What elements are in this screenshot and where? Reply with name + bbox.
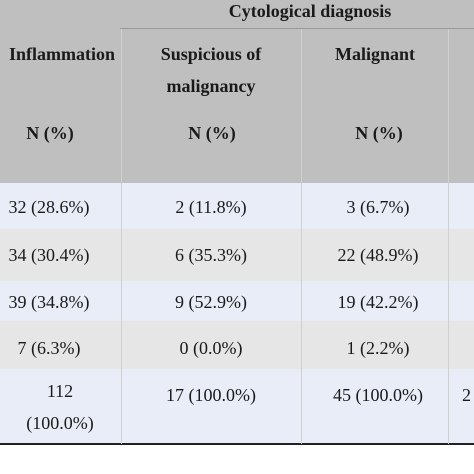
table-cell: 45 (100.0%) (333, 385, 423, 405)
table-header-background (0, 0, 474, 183)
column-heading-suspicious-line2: malignancy (166, 76, 256, 96)
table-cell: 2 (462, 385, 471, 405)
column-heading-inflammation: Inflammation (8, 44, 115, 64)
table-cell: 112 (46, 381, 74, 401)
column-heading-suspicious-line1: Suspicious of (160, 44, 262, 64)
group-header: Cytological diagnosis (228, 1, 392, 21)
table-cell: 3 (6.7%) (346, 197, 410, 217)
unit-label: N (%) (355, 123, 403, 143)
table-cell: 17 (100.0%) (166, 385, 256, 405)
table-cell: 39 (34.8%) (8, 292, 90, 312)
column-heading-malignant: Malignant (334, 44, 415, 64)
row-background (0, 229, 474, 281)
row-background (0, 183, 474, 229)
column-divider (121, 28, 122, 444)
column-divider (301, 28, 302, 444)
column-divider (448, 28, 449, 444)
table-cell: 2 (11.8%) (175, 197, 247, 217)
table-cell: 6 (35.3%) (175, 245, 247, 265)
table-cell: 9 (52.9%) (175, 292, 247, 312)
row-background (0, 321, 474, 369)
group-header-underline (120, 28, 474, 29)
table-cell: 0 (0.0%) (179, 338, 243, 358)
table-bottom-border (0, 443, 474, 445)
table-cell: 19 (42.2%) (337, 292, 419, 312)
unit-label: N (%) (26, 123, 74, 143)
table-cell: (100.0%) (26, 413, 94, 433)
table-cell: 1 (2.2%) (346, 338, 410, 358)
table-cell: 7 (6.3%) (17, 338, 81, 358)
unit-label: N (%) (188, 123, 236, 143)
table-cell: 34 (30.4%) (8, 245, 90, 265)
table-cell: 22 (48.9%) (337, 245, 419, 265)
table-cell: 32 (28.6%) (8, 197, 90, 217)
row-background (0, 369, 474, 444)
row-background (0, 281, 474, 321)
